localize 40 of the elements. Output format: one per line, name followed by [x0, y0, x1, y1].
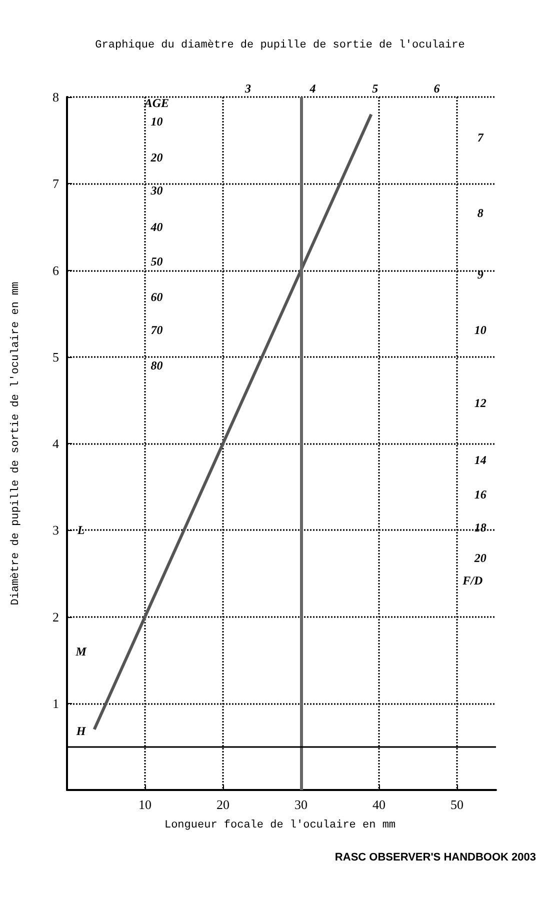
- y-tick-label: 3: [52, 522, 59, 538]
- text: RASC OBSERVER'S HANDBOOK 2003: [334, 852, 536, 864]
- annotation: 80: [150, 358, 163, 373]
- y-tick-label: 1: [52, 696, 59, 711]
- annotation: 12: [474, 396, 486, 410]
- annotation: 70: [150, 323, 163, 338]
- y-tick-label: 7: [52, 176, 60, 192]
- annotation: 14: [474, 452, 486, 467]
- x-tick-label: 50: [450, 797, 464, 812]
- x-tick-label: 10: [138, 797, 152, 812]
- annotation: 7: [477, 130, 484, 145]
- annotation: 10: [474, 323, 486, 338]
- y-tick-label: 8: [52, 90, 59, 104]
- x-tick-label: 40: [372, 797, 386, 812]
- y-tick-label: 4: [52, 436, 60, 451]
- annotation: 20: [150, 150, 163, 165]
- annotation: 16: [474, 488, 486, 502]
- annotation: 5: [372, 81, 378, 96]
- annotation: 50: [150, 254, 163, 269]
- annotation: H: [75, 724, 86, 738]
- annotation: 20: [473, 550, 486, 565]
- y-tick-label: 2: [52, 609, 59, 624]
- annotation: AGE: [143, 96, 170, 110]
- annotation: 10: [150, 114, 163, 128]
- annotation: F/D: [462, 573, 483, 588]
- x-tick-label: 30: [294, 797, 308, 812]
- annotation: 6: [434, 81, 440, 96]
- annotation: 8: [477, 206, 484, 220]
- y-tick-label: 5: [52, 349, 59, 364]
- y-axis-title: Diamètre de pupille de sortie de l'oculaire en mm: [10, 281, 22, 606]
- annotation: M: [74, 644, 87, 658]
- x-tick-label: 20: [216, 797, 230, 812]
- chart-title: Graphique du diamètre de pupille de sortie de l'oculaire: [95, 40, 465, 52]
- annotation: 30: [150, 184, 163, 198]
- annotation: 4: [308, 81, 316, 96]
- annotation: 3: [244, 81, 251, 96]
- annotation: 40: [150, 220, 163, 234]
- y-tick-label: 6: [52, 262, 60, 278]
- x-axis-title: Longueur focale de l'oculaire en mm: [164, 820, 396, 832]
- annotation: 60: [150, 290, 163, 304]
